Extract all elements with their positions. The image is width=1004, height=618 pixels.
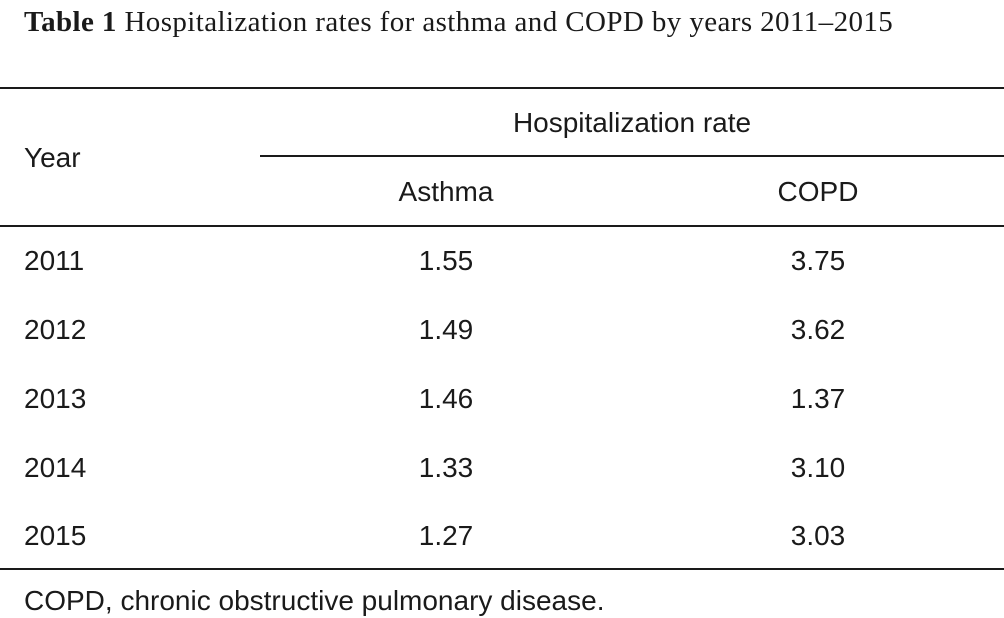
table-top-rule bbox=[0, 87, 1004, 89]
table-caption-label: Table 1 bbox=[24, 6, 117, 38]
row-year: 2013 bbox=[24, 383, 87, 414]
table-caption-title: Hospitalization rates for asthma and COP… bbox=[124, 6, 894, 38]
row-year: 2012 bbox=[24, 314, 87, 345]
table-caption: Table 1 Hospitalization rates for asthma… bbox=[24, 2, 982, 42]
row-copd-value: 3.75 bbox=[790, 245, 846, 276]
row-copd-value: 1.37 bbox=[790, 383, 846, 414]
row-asthma-value: 1.27 bbox=[418, 520, 474, 551]
header-hospitalization-rate: Hospitalization rate bbox=[512, 107, 752, 138]
row-asthma-value: 1.55 bbox=[418, 245, 474, 276]
row-year: 2014 bbox=[24, 452, 87, 483]
header-year: Year bbox=[24, 142, 81, 173]
table-bottom-rule bbox=[0, 568, 1004, 570]
row-year: 2011 bbox=[24, 245, 85, 276]
header-group-rule bbox=[260, 155, 1004, 157]
header-bottom-rule bbox=[0, 225, 1004, 227]
row-asthma-value: 1.49 bbox=[418, 314, 474, 345]
table-footnote: COPD, chronic obstructive pulmonary dise… bbox=[24, 585, 605, 616]
row-asthma-value: 1.46 bbox=[418, 383, 474, 414]
row-year: 2015 bbox=[24, 520, 87, 551]
row-copd-value: 3.03 bbox=[790, 520, 846, 551]
row-copd-value: 3.10 bbox=[790, 452, 846, 483]
header-copd: COPD bbox=[777, 176, 859, 207]
row-asthma-value: 1.33 bbox=[418, 452, 474, 483]
row-copd-value: 3.62 bbox=[790, 314, 846, 345]
header-asthma: Asthma bbox=[398, 176, 494, 207]
